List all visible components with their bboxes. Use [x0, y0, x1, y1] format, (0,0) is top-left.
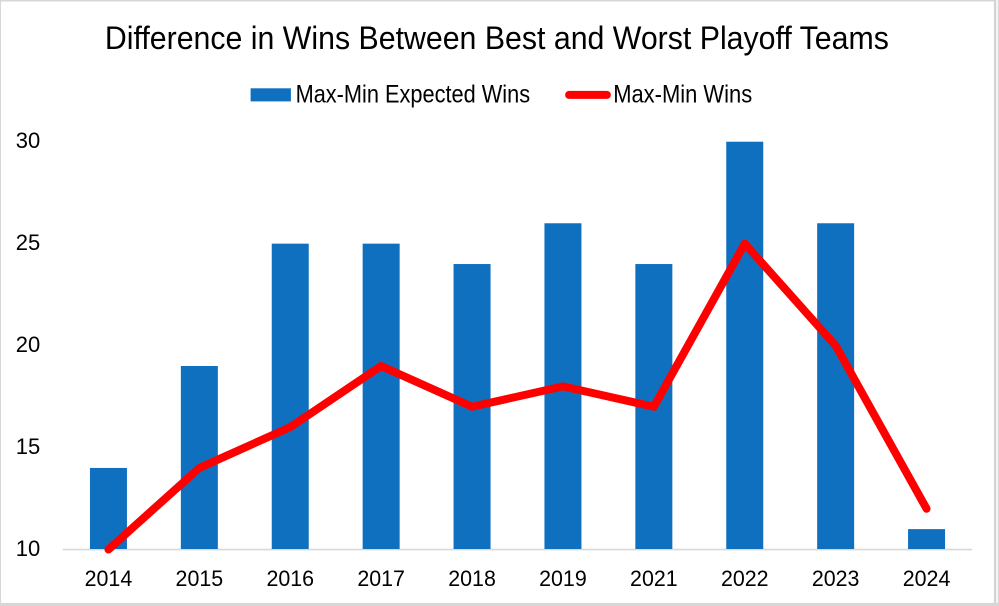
svg-text:2024: 2024 — [903, 566, 951, 591]
svg-text:2018: 2018 — [448, 566, 496, 591]
svg-text:Max-Min Wins: Max-Min Wins — [613, 81, 752, 108]
svg-text:Max-Min Expected Wins: Max-Min Expected Wins — [296, 81, 530, 108]
svg-text:20: 20 — [16, 332, 40, 357]
svg-text:2021: 2021 — [630, 566, 678, 591]
svg-text:25: 25 — [16, 230, 40, 255]
svg-text:2014: 2014 — [85, 566, 133, 591]
svg-text:2016: 2016 — [266, 566, 314, 591]
svg-text:2022: 2022 — [721, 566, 769, 591]
svg-text:2015: 2015 — [176, 566, 224, 591]
svg-text:30: 30 — [16, 128, 40, 153]
svg-text:10: 10 — [16, 536, 40, 561]
svg-text:2017: 2017 — [357, 566, 405, 591]
svg-text:2023: 2023 — [812, 566, 860, 591]
svg-text:15: 15 — [16, 434, 40, 459]
svg-text:Difference in Wins Between Bes: Difference in Wins Between Best and Wors… — [105, 20, 889, 56]
svg-text:2019: 2019 — [539, 566, 587, 591]
